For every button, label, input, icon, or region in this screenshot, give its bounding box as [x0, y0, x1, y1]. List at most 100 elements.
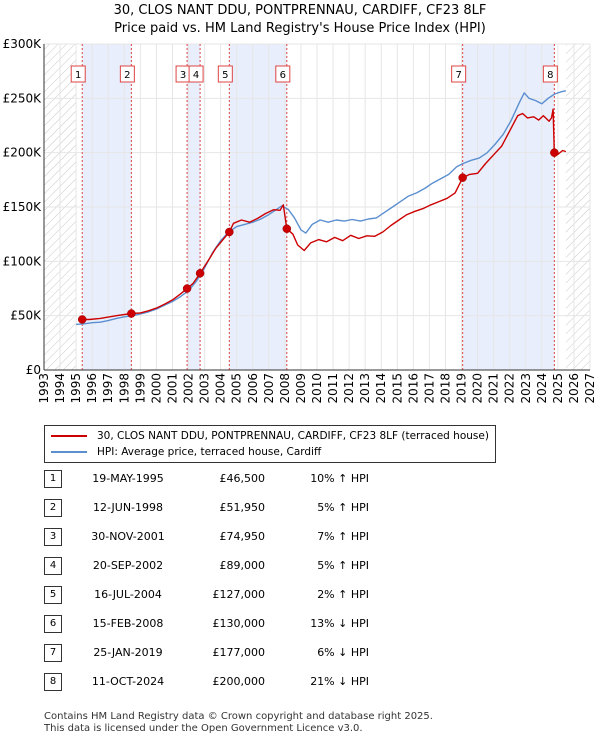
table-row: 3 30-NOV-2001 £74,950 7% ↑ HPI [44, 528, 464, 546]
transaction-number: 7 [44, 644, 62, 662]
legend-property-label: 30, CLOS NANT DDU, PONTPRENNAU, CARDIFF,… [97, 430, 489, 442]
footer: Contains HM Land Registry data © Crown c… [44, 711, 433, 735]
x-tick-label-2027: 2027 [583, 373, 597, 404]
x-tick-label-1996: 1996 [85, 373, 99, 404]
transaction-date: 20-SEP-2002 [92, 559, 164, 572]
legend-item-hpi: HPI: Average price, terraced house, Card… [51, 444, 321, 460]
transaction-price: £177,000 [212, 646, 266, 659]
x-tick-label-1998: 1998 [117, 373, 131, 404]
x-tick-label-2005: 2005 [230, 373, 244, 404]
footer-line-1: Contains HM Land Registry data © Crown c… [44, 711, 433, 722]
x-tick-label-2008: 2008 [278, 373, 292, 404]
y-tick-label-0: £0 [26, 363, 41, 377]
transaction-hpi-diff: 13% ↓ HPI [310, 617, 369, 630]
transaction-marker-2 [127, 309, 136, 318]
transaction-number: 6 [44, 615, 62, 633]
x-tick-label-2020: 2020 [471, 373, 485, 404]
x-tick-label-2013: 2013 [358, 373, 372, 404]
x-tick-label-2021: 2021 [487, 373, 501, 404]
transaction-marker-3 [182, 284, 192, 293]
legend-hpi-label: HPI: Average price, terraced house, Card… [97, 446, 322, 458]
transaction-date: 30-NOV-2001 [91, 530, 165, 543]
transaction-label-5: 5 [222, 70, 228, 81]
legend-red-line [51, 435, 87, 437]
transaction-number: 4 [44, 557, 62, 575]
x-tick-label-2003: 2003 [198, 373, 212, 404]
transaction-marker-8 [550, 148, 559, 157]
table-row: 5 16-JUL-2004 £127,000 2% ↑ HPI [44, 586, 464, 604]
transaction-label-box-5 [217, 65, 233, 83]
transaction-date: 12-JUN-1998 [92, 501, 164, 514]
x-tick-label-1994: 1994 [53, 373, 67, 404]
x-tick-label-2026: 2026 [567, 373, 581, 404]
transaction-price: £46,500 [219, 472, 266, 485]
transaction-number: 3 [44, 528, 62, 546]
transaction-label-6: 6 [280, 70, 286, 81]
x-tick-label-2009: 2009 [294, 373, 308, 404]
transaction-price: £89,000 [219, 559, 266, 572]
transaction-price: £51,950 [219, 501, 266, 514]
legend-item-property: 30, CLOS NANT DDU, PONTPRENNAU, CARDIFF,… [51, 428, 489, 444]
transaction-marker-7 [458, 173, 467, 182]
transaction-number: 1 [44, 470, 62, 488]
x-tick-label-1999: 1999 [133, 373, 147, 404]
x-tick-label-2006: 2006 [246, 373, 260, 404]
table-row: 7 25-JAN-2019 £177,000 6% ↓ HPI [44, 644, 464, 662]
chart-title: 30, CLOS NANT DDU, PONTPRENNAU, CARDIFF,… [0, 2, 600, 38]
transaction-price: £130,000 [212, 617, 266, 630]
table-row: 2 12-JUN-1998 £51,950 5% ↑ HPI [44, 499, 464, 517]
table-row: 6 15-FEB-2008 £130,000 13% ↓ HPI [44, 615, 464, 633]
transaction-label-box-2 [119, 65, 135, 83]
transaction-label-4: 4 [193, 70, 199, 81]
transaction-hpi-diff: 5% ↑ HPI [317, 501, 369, 514]
transaction-number: 8 [44, 673, 62, 691]
x-tick-label-2025: 2025 [551, 373, 565, 404]
transaction-label-2: 2 [124, 70, 130, 81]
transaction-label-box-7 [451, 65, 467, 83]
transaction-date: 15-FEB-2008 [92, 617, 164, 630]
transaction-label-box-6 [275, 65, 291, 83]
x-tick-label-2000: 2000 [149, 373, 163, 404]
x-tick-label-2012: 2012 [342, 373, 356, 404]
table-row: 8 11-OCT-2024 £200,000 21% ↓ HPI [44, 673, 464, 691]
x-tick-label-2022: 2022 [503, 373, 517, 404]
transaction-date: 16-JUL-2004 [94, 588, 162, 601]
x-tick-label-2016: 2016 [406, 373, 420, 404]
y-tick-label-300000: £300K [3, 37, 43, 51]
transaction-price: £200,000 [212, 675, 266, 688]
x-tick-label-2017: 2017 [422, 373, 436, 404]
transaction-date: 19-MAY-1995 [92, 472, 164, 485]
transaction-hpi-diff: 7% ↑ HPI [317, 530, 369, 543]
x-tick-label-2007: 2007 [262, 373, 276, 404]
y-tick-label-50000: £50K [10, 309, 42, 323]
x-tick-label-2019: 2019 [455, 373, 469, 404]
x-tick-label-2002: 2002 [182, 373, 196, 404]
transaction-number: 5 [44, 586, 62, 604]
transaction-label-1: 1 [75, 70, 81, 81]
transaction-hpi-diff: 6% ↓ HPI [317, 646, 369, 659]
hpi-line [76, 90, 567, 326]
x-tick-label-1993: 1993 [37, 373, 51, 404]
table-row: 4 20-SEP-2002 £89,000 5% ↑ HPI [44, 557, 464, 575]
transaction-hpi-diff: 21% ↓ HPI [310, 675, 369, 688]
transaction-hpi-diff: 2% ↑ HPI [317, 588, 369, 601]
x-tick-label-2018: 2018 [438, 373, 452, 404]
y-tick-label-150000: £150K [3, 200, 43, 214]
transaction-price: £74,950 [219, 530, 266, 543]
x-tick-label-2015: 2015 [390, 373, 404, 404]
y-tick-label-250000: £250K [3, 91, 43, 105]
x-tick-label-1995: 1995 [69, 373, 83, 404]
x-tick-label-2024: 2024 [535, 373, 549, 404]
x-tick-label-2010: 2010 [310, 373, 324, 404]
x-tick-label-1997: 1997 [101, 373, 115, 404]
x-tick-label-2023: 2023 [519, 373, 533, 404]
legend: 30, CLOS NANT DDU, PONTPRENNAU, CARDIFF,… [44, 425, 496, 463]
transaction-label-7: 7 [455, 70, 461, 81]
transaction-label-box-8 [542, 65, 558, 83]
transaction-label-box-1 [70, 65, 86, 83]
title-line-2: Price paid vs. HM Land Registry's House … [114, 21, 486, 36]
transaction-date: 11-OCT-2024 [91, 675, 165, 688]
legend-blue-line [51, 451, 87, 453]
transaction-hpi-diff: 10% ↑ HPI [310, 472, 369, 485]
